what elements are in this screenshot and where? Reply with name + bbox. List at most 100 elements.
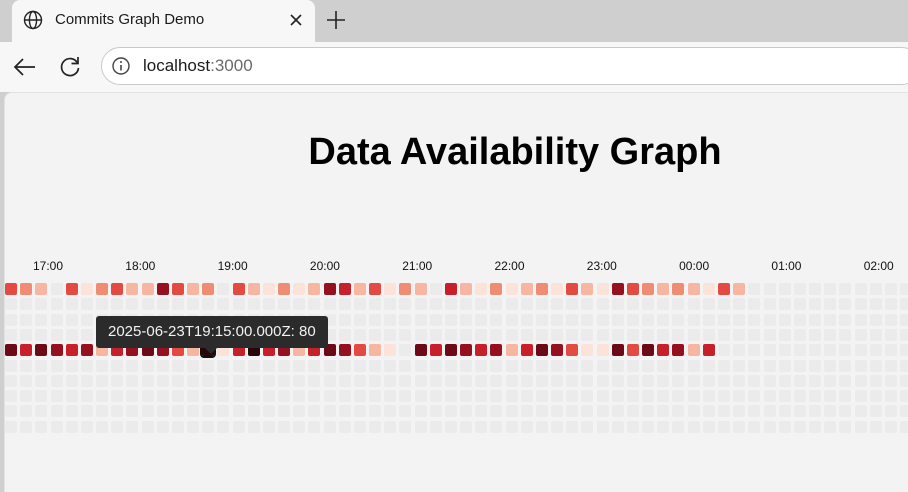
grid-cell[interactable] xyxy=(187,283,200,295)
grid-cell[interactable] xyxy=(672,374,685,387)
grid-cell[interactable] xyxy=(111,283,124,295)
grid-cell[interactable] xyxy=(384,390,397,403)
grid-cell[interactable] xyxy=(611,344,624,357)
grid-cell[interactable] xyxy=(20,390,33,403)
grid-cell[interactable] xyxy=(202,359,215,372)
grid-cell[interactable] xyxy=(50,374,63,387)
grid-cell[interactable] xyxy=(5,359,17,372)
grid-cell[interactable] xyxy=(520,313,533,326)
grid-cell[interactable] xyxy=(884,283,897,295)
grid-cell[interactable] xyxy=(429,405,442,418)
grid-cell[interactable] xyxy=(657,359,670,372)
grid-cell[interactable] xyxy=(384,374,397,387)
grid-cell[interactable] xyxy=(809,298,821,311)
grid-cell[interactable] xyxy=(566,328,579,341)
grid-cell[interactable] xyxy=(50,359,63,372)
grid-cell[interactable] xyxy=(884,405,897,418)
grid-cell[interactable] xyxy=(369,344,382,357)
grid-cell[interactable] xyxy=(414,298,427,311)
grid-cell[interactable] xyxy=(369,359,382,372)
grid-cell[interactable] xyxy=(80,374,93,387)
grid-cell[interactable] xyxy=(232,405,245,418)
grid-cell[interactable] xyxy=(262,283,275,295)
grid-cell[interactable] xyxy=(900,359,908,372)
grid-cell[interactable] xyxy=(809,374,821,387)
grid-cell[interactable] xyxy=(96,359,109,372)
grid-cell[interactable] xyxy=(171,405,184,418)
grid-cell[interactable] xyxy=(353,328,366,341)
grid-cell[interactable] xyxy=(80,405,93,418)
grid-cell[interactable] xyxy=(551,359,564,372)
grid-cell[interactable] xyxy=(323,283,336,295)
grid-cell[interactable] xyxy=(581,283,594,295)
grid-cell[interactable] xyxy=(733,359,746,372)
grid-cell[interactable] xyxy=(626,405,639,418)
grid-cell[interactable] xyxy=(793,328,806,341)
grid-cell[interactable] xyxy=(217,359,230,372)
grid-cell[interactable] xyxy=(232,359,245,372)
grid-cell[interactable] xyxy=(232,283,245,295)
grid-cell[interactable] xyxy=(884,328,897,341)
grid-cell[interactable] xyxy=(505,283,518,295)
grid-cell[interactable] xyxy=(717,328,730,341)
grid-cell[interactable] xyxy=(869,313,882,326)
grid-cell[interactable] xyxy=(262,359,275,372)
grid-cell[interactable] xyxy=(839,359,852,372)
grid-cell[interactable] xyxy=(551,405,564,418)
grid-cell[interactable] xyxy=(141,390,154,403)
grid-cell[interactable] xyxy=(414,328,427,341)
grid-cell[interactable] xyxy=(824,328,837,341)
grid-cell[interactable] xyxy=(80,344,93,357)
grid-cell[interactable] xyxy=(444,298,457,311)
grid-cell[interactable] xyxy=(338,359,351,372)
grid-cell[interactable] xyxy=(141,359,154,372)
grid-cell[interactable] xyxy=(505,374,518,387)
grid-cell[interactable] xyxy=(778,328,791,341)
grid-cell[interactable] xyxy=(657,405,670,418)
grid-cell[interactable] xyxy=(733,420,746,433)
grid-cell[interactable] xyxy=(399,298,412,311)
grid-cell[interactable] xyxy=(20,359,33,372)
grid-cell[interactable] xyxy=(80,313,93,326)
grid-cell[interactable] xyxy=(338,390,351,403)
grid-cell[interactable] xyxy=(763,328,776,341)
grid-cell[interactable] xyxy=(611,374,624,387)
grid-cell[interactable] xyxy=(126,405,139,418)
grid-cell[interactable] xyxy=(778,374,791,387)
grid-cell[interactable] xyxy=(50,298,63,311)
grid-cell[interactable] xyxy=(369,283,382,295)
grid-cell[interactable] xyxy=(748,359,761,372)
grid-cell[interactable] xyxy=(763,298,776,311)
grid-cell[interactable] xyxy=(20,420,33,433)
grid-cell[interactable] xyxy=(293,298,306,311)
grid-cell[interactable] xyxy=(353,344,366,357)
grid-cell[interactable] xyxy=(793,359,806,372)
grid-cell[interactable] xyxy=(566,298,579,311)
grid-cell[interactable] xyxy=(111,374,124,387)
grid-cell[interactable] xyxy=(763,344,776,357)
grid-cell[interactable] xyxy=(353,390,366,403)
grid-cell[interactable] xyxy=(50,283,63,295)
grid-cell[interactable] xyxy=(824,283,837,295)
grid-cell[interactable] xyxy=(581,344,594,357)
grid-cell[interactable] xyxy=(80,298,93,311)
grid-cell[interactable] xyxy=(809,420,821,433)
grid-cell[interactable] xyxy=(596,283,609,295)
grid-cell[interactable] xyxy=(687,420,700,433)
grid-cell[interactable] xyxy=(126,420,139,433)
grid-cell[interactable] xyxy=(293,283,306,295)
grid-cell[interactable] xyxy=(278,374,291,387)
grid-cell[interactable] xyxy=(854,298,867,311)
grid-cell[interactable] xyxy=(338,420,351,433)
grid-cell[interactable] xyxy=(126,374,139,387)
reload-icon[interactable] xyxy=(56,53,84,81)
grid-cell[interactable] xyxy=(717,420,730,433)
grid-cell[interactable] xyxy=(429,283,442,295)
grid-cell[interactable] xyxy=(384,420,397,433)
grid-cell[interactable] xyxy=(733,328,746,341)
grid-cell[interactable] xyxy=(5,344,17,357)
grid-cell[interactable] xyxy=(611,328,624,341)
grid-cell[interactable] xyxy=(65,283,78,295)
grid-cell[interactable] xyxy=(717,374,730,387)
grid-cell[interactable] xyxy=(35,359,48,372)
